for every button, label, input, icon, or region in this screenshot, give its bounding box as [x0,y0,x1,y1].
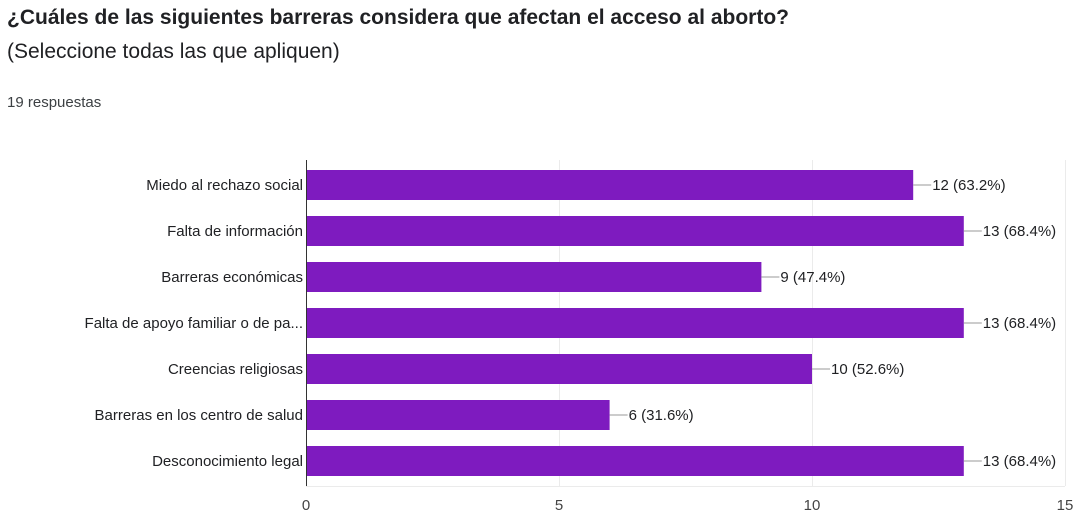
tick-labels: 0 5 10 15 [302,497,1074,514]
category-label-3: Falta de apoyo familiar o de pa... [85,315,303,332]
bar-3 [306,308,964,338]
data-label-5: 6 (31.6%) [629,407,694,424]
data-label-2: 9 (47.4%) [780,269,845,286]
question-subtitle: (Seleccione todas las que apliquen) [7,40,340,63]
data-label-4: 10 (52.6%) [831,361,904,378]
bar-1 [306,216,964,246]
bar-4 [306,354,812,384]
x-tick-label-5: 5 [555,497,563,514]
category-label-6: Desconocimiento legal [152,453,303,470]
x-tick-label-0: 0 [302,497,310,514]
category-label-2: Barreras económicas [161,269,303,286]
response-count: 19 respuestas [7,94,102,111]
data-label-6: 13 (68.4%) [983,453,1056,470]
bar-2 [306,262,762,292]
data-labels: 12 (63.2%) 13 (68.4%) 9 (47.4%) 13 (68.4%) 1… [629,177,1057,470]
category-label-5: Barreras en los centro de salud [95,407,303,424]
x-tick-label-10: 10 [804,497,821,514]
category-label-1: Falta de información [167,223,303,240]
data-label-0: 12 (63.2%) [932,177,1005,194]
bars [306,170,964,476]
x-tick-label-15: 15 [1057,497,1074,514]
question-title: ¿Cuáles de las siguientes barreras consi… [7,6,789,29]
category-labels: Miedo al rechazo social Falta de informac… [85,177,303,470]
axes [306,160,1065,487]
bar-0 [306,170,914,200]
bar-5 [306,400,610,430]
leader-lines [609,184,982,462]
data-label-1: 13 (68.4%) [983,223,1056,240]
category-label-0: Miedo al rechazo social [146,177,303,194]
bar-6 [306,446,964,476]
category-label-4: Creencias religiosas [168,361,303,378]
data-label-3: 13 (68.4%) [983,315,1056,332]
